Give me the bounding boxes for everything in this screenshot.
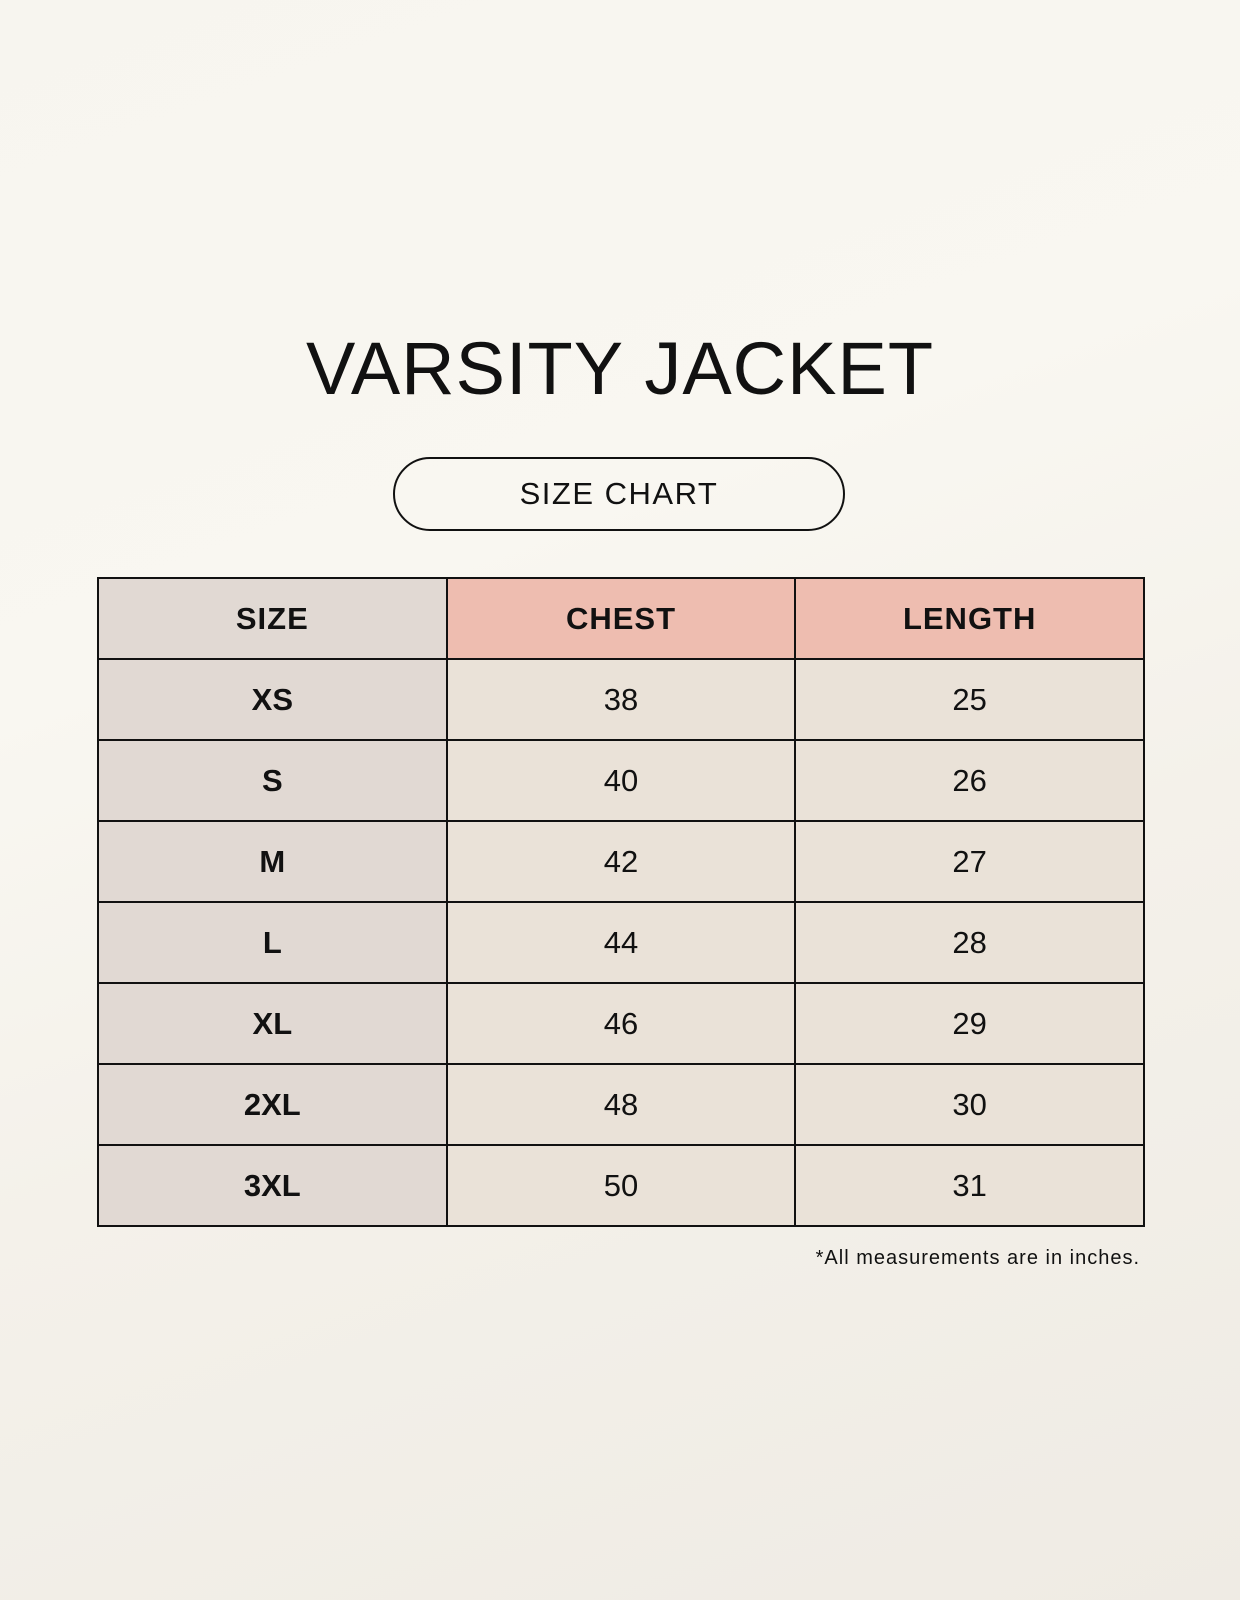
table-row: M 42 27 (97, 820, 1145, 903)
cell-length: 25 (794, 658, 1145, 741)
header-length: LENGTH (794, 577, 1145, 660)
size-chart-table: SIZE CHEST LENGTH XS 38 25 S 40 26 M 42 27 L 44 28 X… (97, 577, 1145, 1227)
cell-chest: 42 (445, 820, 797, 903)
table-row: 3XL 50 31 (97, 1144, 1145, 1227)
cell-chest: 50 (445, 1144, 797, 1227)
cell-length: 30 (794, 1063, 1145, 1146)
cell-size: XL (97, 982, 448, 1065)
cell-length: 26 (794, 739, 1145, 822)
cell-size: XS (97, 658, 448, 741)
footnote: *All measurements are in inches. (815, 1247, 1140, 1269)
table-row: 2XL 48 30 (97, 1063, 1145, 1146)
cell-chest: 46 (445, 982, 797, 1065)
table-row: XL 46 29 (97, 982, 1145, 1065)
header-size: SIZE (97, 577, 448, 660)
table-row: XS 38 25 (97, 658, 1145, 741)
header-chest: CHEST (445, 577, 797, 660)
cell-length: 27 (794, 820, 1145, 903)
table-row: S 40 26 (97, 739, 1145, 822)
table-header-row: SIZE CHEST LENGTH (97, 577, 1145, 660)
cell-size: 3XL (97, 1144, 448, 1227)
cell-size: 2XL (97, 1063, 448, 1146)
cell-size: L (97, 901, 448, 984)
cell-chest: 38 (445, 658, 797, 741)
cell-length: 31 (794, 1144, 1145, 1227)
cell-size: S (97, 739, 448, 822)
cell-chest: 44 (445, 901, 797, 984)
page-title: VARSITY JACKET (305, 327, 935, 410)
size-chart-label: SIZE CHART (393, 457, 845, 531)
cell-chest: 40 (445, 739, 797, 822)
cell-length: 29 (794, 982, 1145, 1065)
cell-size: M (97, 820, 448, 903)
cell-length: 28 (794, 901, 1145, 984)
cell-chest: 48 (445, 1063, 797, 1146)
table-row: L 44 28 (97, 901, 1145, 984)
